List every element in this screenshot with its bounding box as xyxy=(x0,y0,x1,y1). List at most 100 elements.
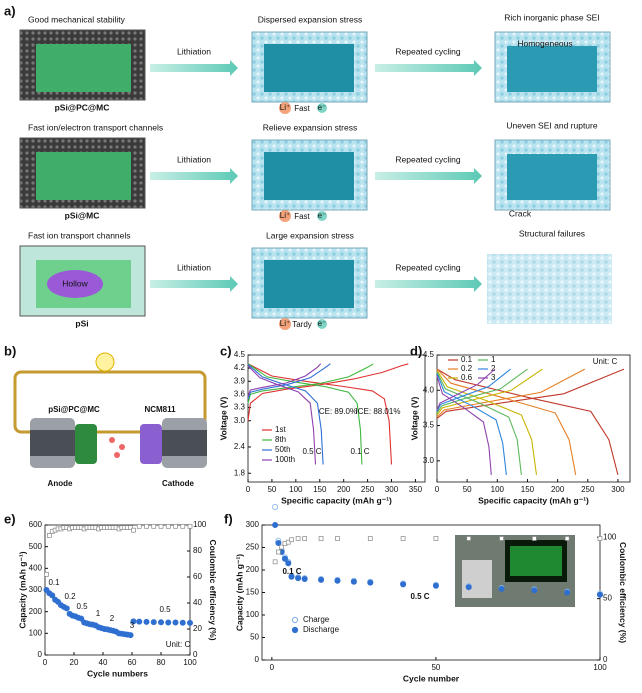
y-tick-label: 3.3 xyxy=(234,403,246,412)
annotation: Unit: C xyxy=(166,640,191,649)
y-tick-label: 150 xyxy=(246,588,260,597)
electron-dot xyxy=(317,103,327,113)
y-tick-label: 1.8 xyxy=(234,468,246,477)
ce-point xyxy=(180,523,186,529)
x-tick-label: 150 xyxy=(313,485,327,494)
electron: e⁻ xyxy=(318,211,327,220)
annotation: 0.5 xyxy=(76,602,88,611)
y-tick-label: 100 xyxy=(246,610,260,619)
left-core xyxy=(36,44,131,92)
arrow xyxy=(150,276,238,292)
ce-point xyxy=(272,559,278,565)
ce-point xyxy=(302,536,308,541)
capacity-point xyxy=(285,560,292,567)
x-tick-label: 100 xyxy=(289,485,303,494)
x-tick-label: 0 xyxy=(270,663,275,672)
y-tick-label: 0 xyxy=(38,650,43,659)
capacity-point xyxy=(63,605,70,612)
x-axis-title: Cycle numbers xyxy=(87,668,148,678)
x-tick-label: 100 xyxy=(593,663,607,672)
arrow xyxy=(375,168,482,184)
capacity-point xyxy=(49,592,56,599)
capacity-point xyxy=(272,503,279,510)
step-2: Repeated cycling xyxy=(395,46,460,56)
capacity-point xyxy=(498,585,505,592)
ce-point xyxy=(367,536,373,541)
annotation: 0.1 C xyxy=(350,447,369,456)
step-2: Repeated cycling xyxy=(395,154,460,164)
material: pSi xyxy=(75,318,88,328)
ce-point xyxy=(532,536,537,541)
ce-point xyxy=(597,536,603,541)
annotation: CE: 89.0% xyxy=(319,407,357,416)
capacity-point xyxy=(288,573,295,580)
y-tick-label: 300 xyxy=(29,585,43,594)
x-tick-label: 100 xyxy=(183,658,197,667)
legend-label: 8th xyxy=(275,435,286,444)
series-line xyxy=(247,363,322,465)
panel-label: e) xyxy=(4,511,16,526)
ce-point xyxy=(400,536,406,541)
arrow xyxy=(375,276,482,292)
mid-title: Dispersed expansion stress xyxy=(258,14,362,24)
x-axis-title: Cycle number xyxy=(403,673,460,683)
capacity-point xyxy=(275,540,282,547)
x-tick-label: 50 xyxy=(431,663,440,672)
y-tick-label: 50 xyxy=(250,633,259,642)
ce-point xyxy=(151,523,157,529)
series-line xyxy=(436,368,511,475)
capacity-point xyxy=(400,581,407,588)
right-title: Rich inorganic phase SEI xyxy=(504,12,599,22)
capacity-point xyxy=(127,632,134,639)
x-tick-label: 60 xyxy=(128,658,137,667)
y-tick-label: 100 xyxy=(29,628,43,637)
capacity-point xyxy=(150,619,157,626)
series-line xyxy=(247,363,409,465)
arrow xyxy=(150,60,238,76)
y-tick-label: 4.5 xyxy=(234,350,246,359)
x-tick-label: 0 xyxy=(435,485,440,494)
y-axis-title: Capacity (mAh g⁻¹) xyxy=(17,551,27,628)
right-title: Uneven SEI and rupture xyxy=(506,120,597,130)
ion-dot xyxy=(279,318,291,330)
capacity-point xyxy=(186,619,193,626)
y2-tick-label: 60 xyxy=(193,572,202,581)
capacity-point xyxy=(301,576,308,583)
anode-material: pSi@PC@MC xyxy=(48,405,100,414)
y2-axis-title: Coulombic efficiency (%) xyxy=(208,539,218,640)
annotation: 0.1 C xyxy=(282,567,301,576)
x-tick-label: 40 xyxy=(99,658,108,667)
x-tick-label: 0 xyxy=(246,485,251,494)
row-top-left: Fast ion/electron transport channels xyxy=(28,122,163,132)
electron: e⁻ xyxy=(318,319,327,328)
y-tick-label: 3.0 xyxy=(234,416,246,425)
y2-tick-label: 0 xyxy=(193,650,198,659)
annotation: 0.5 C xyxy=(302,447,321,456)
panel-label: d) xyxy=(410,343,422,358)
hollow xyxy=(47,270,103,298)
capacity-point xyxy=(597,591,604,598)
y-tick-label: 4.2 xyxy=(234,363,246,372)
capacity-point xyxy=(78,615,85,622)
y-tick-label: 600 xyxy=(29,520,43,529)
y2-tick-label: 20 xyxy=(193,624,202,633)
capacity-point xyxy=(172,619,179,626)
legend-label: 2 xyxy=(491,364,496,373)
y-tick-label: 2.4 xyxy=(234,442,246,451)
legend-swatch xyxy=(291,626,299,634)
row-top-left: Good mechanical stability xyxy=(28,14,126,24)
electron-dot xyxy=(317,319,327,329)
legend-label: 50th xyxy=(275,445,291,454)
fragments xyxy=(487,254,612,324)
ce-point xyxy=(276,549,281,555)
panel-label: b) xyxy=(4,343,16,358)
capacity-point xyxy=(136,618,143,625)
rate: Fast xyxy=(294,212,310,221)
ce-point xyxy=(165,523,171,529)
panel-label: a) xyxy=(4,3,16,18)
electron: e⁻ xyxy=(318,103,327,112)
ce-point xyxy=(136,523,142,529)
right-title: Structural failures xyxy=(519,228,585,238)
ce-point xyxy=(158,523,164,529)
